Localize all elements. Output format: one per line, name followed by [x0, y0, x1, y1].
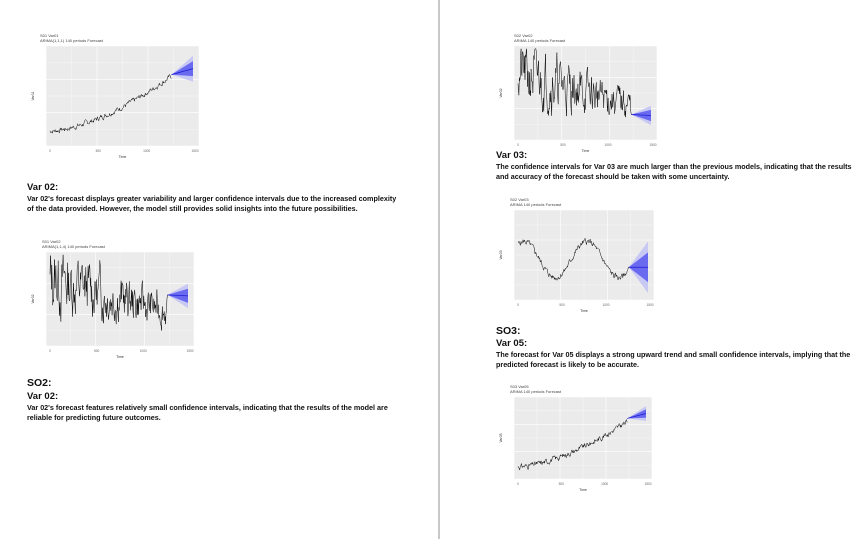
page-divider — [438, 0, 440, 539]
x-tick-label: 500 — [559, 303, 565, 307]
so2-var02-heading: Var 02: — [27, 391, 59, 402]
x-axis-label: Time — [580, 309, 588, 313]
chart-var02: S01 Var02 ARIMA(1,1,4) 140 periods Forec… — [28, 238, 198, 360]
chart-title-line1: S01 Var01 — [40, 33, 59, 38]
chart-title-line2: ARIMA(1,1,1) 140 periods Forecast — [40, 38, 103, 43]
series-line — [49, 254, 168, 331]
var03-heading: Var 03: — [496, 150, 528, 161]
x-tick-label: 1500 — [644, 482, 651, 486]
var03-paragraph: The confidence intervals for Var 03 are … — [496, 162, 852, 182]
x-axis-label: Time — [116, 355, 124, 359]
x-tick-label: 1000 — [602, 303, 609, 307]
y-axis-label: Var05 — [499, 433, 503, 442]
chart-title-line2: ARIMA 140 periods Forecast — [510, 202, 562, 207]
x-tick-label: 500 — [559, 482, 565, 486]
x-axis-label: Time — [582, 149, 590, 153]
forecast-plot: Var02 Time 0 500 1000 1500 — [31, 251, 195, 359]
chart-title: S01 Var01 ARIMA(1,1,1) 140 periods Forec… — [40, 33, 103, 43]
x-tick-label: 0 — [517, 303, 519, 307]
so2-heading: SO2: — [27, 377, 52, 389]
x-tick-label: 0 — [49, 349, 51, 353]
var02-heading: Var 02: — [27, 182, 59, 193]
x-tick-label: 1500 — [191, 149, 198, 153]
confidence-band-80 — [171, 61, 193, 77]
series-line — [517, 238, 629, 281]
x-tick-label: 500 — [96, 149, 102, 153]
confidence-band-80 — [627, 409, 646, 419]
series-line — [49, 74, 172, 134]
forecast-line — [171, 68, 194, 75]
x-axis-label: Time — [579, 488, 587, 492]
chart-var03: S02 Var03 ARIMA 140 periods Forecast Var… — [496, 196, 658, 314]
x-axis-label: Time — [119, 155, 127, 159]
chart-var02-so2: S02 Var02 ARIMA 140 periods Forecast Var… — [496, 32, 661, 154]
y-axis-label: Var02 — [499, 88, 503, 97]
chart-title-line1: S02 Var03 — [510, 197, 529, 202]
so3-paragraph: The forecast for Var 05 displays a stron… — [496, 350, 851, 370]
forecast-line — [627, 413, 647, 419]
x-tick-label: 0 — [517, 143, 519, 147]
x-tick-label: 1500 — [646, 303, 653, 307]
confidence-band-80 — [631, 109, 651, 122]
y-axis-label: Var01 — [31, 91, 35, 100]
y-axis-label: Var03 — [499, 250, 503, 259]
x-tick-label: 1500 — [186, 349, 193, 353]
chart-var01: S01 Var01 ARIMA(1,1,1) 140 periods Forec… — [28, 32, 203, 160]
forecast-plot: Var05 Time 0 500 1000 1500 — [499, 396, 653, 492]
series-line — [517, 48, 632, 118]
chart-title: S02 Var02 ARIMA 140 periods Forecast — [514, 33, 565, 43]
chart-title-line1: S01 Var02 — [42, 239, 61, 244]
chart-title-line2: ARIMA 140 periods Forecast — [510, 389, 562, 394]
x-tick-label: 1000 — [143, 149, 150, 153]
forecast-plot: Var02 Time 0 500 1000 1500 — [499, 45, 658, 153]
x-tick-label: 1000 — [604, 143, 611, 147]
forecast-plot: Var01 Time 0 500 1000 1500 — [31, 45, 200, 159]
x-tick-label: 1000 — [601, 482, 608, 486]
chart-title: S02 Var03 ARIMA 140 periods Forecast — [510, 197, 561, 207]
x-tick-label: 0 — [49, 149, 51, 153]
chart-var05: S03 Var05 ARIMA 140 periods Forecast Var… — [496, 383, 656, 493]
x-tick-label: 0 — [517, 482, 519, 486]
chart-title-line2: ARIMA(1,1,4) 140 periods Forecast — [42, 244, 105, 249]
forecast-plot: Var03 Time 0 500 1000 1500 — [499, 209, 655, 313]
forecast-line — [631, 114, 652, 116]
chart-title: S03 Var05 ARIMA 140 periods Forecast — [510, 384, 561, 394]
var02-paragraph: Var 02's forecast displays greater varia… — [27, 194, 397, 214]
chart-title-line1: S03 Var05 — [510, 384, 529, 389]
chart-title-line1: S02 Var02 — [514, 33, 533, 38]
confidence-band-80 — [167, 288, 188, 303]
so2-paragraph: Var 02's forecast features relatively sm… — [27, 403, 388, 423]
y-axis-label: Var02 — [31, 294, 35, 303]
x-tick-label: 500 — [94, 349, 100, 353]
series-line — [517, 418, 628, 471]
x-tick-label: 500 — [560, 143, 566, 147]
x-tick-label: 1000 — [140, 349, 147, 353]
chart-title-line2: ARIMA 140 periods Forecast — [514, 38, 566, 43]
chart-title: S01 Var02 ARIMA(1,1,4) 140 periods Forec… — [42, 239, 105, 249]
forecast-line — [167, 294, 189, 297]
so3-heading: SO3: — [496, 325, 521, 337]
x-tick-label: 1500 — [649, 143, 656, 147]
so3-var05-heading: Var 05: — [496, 338, 528, 349]
